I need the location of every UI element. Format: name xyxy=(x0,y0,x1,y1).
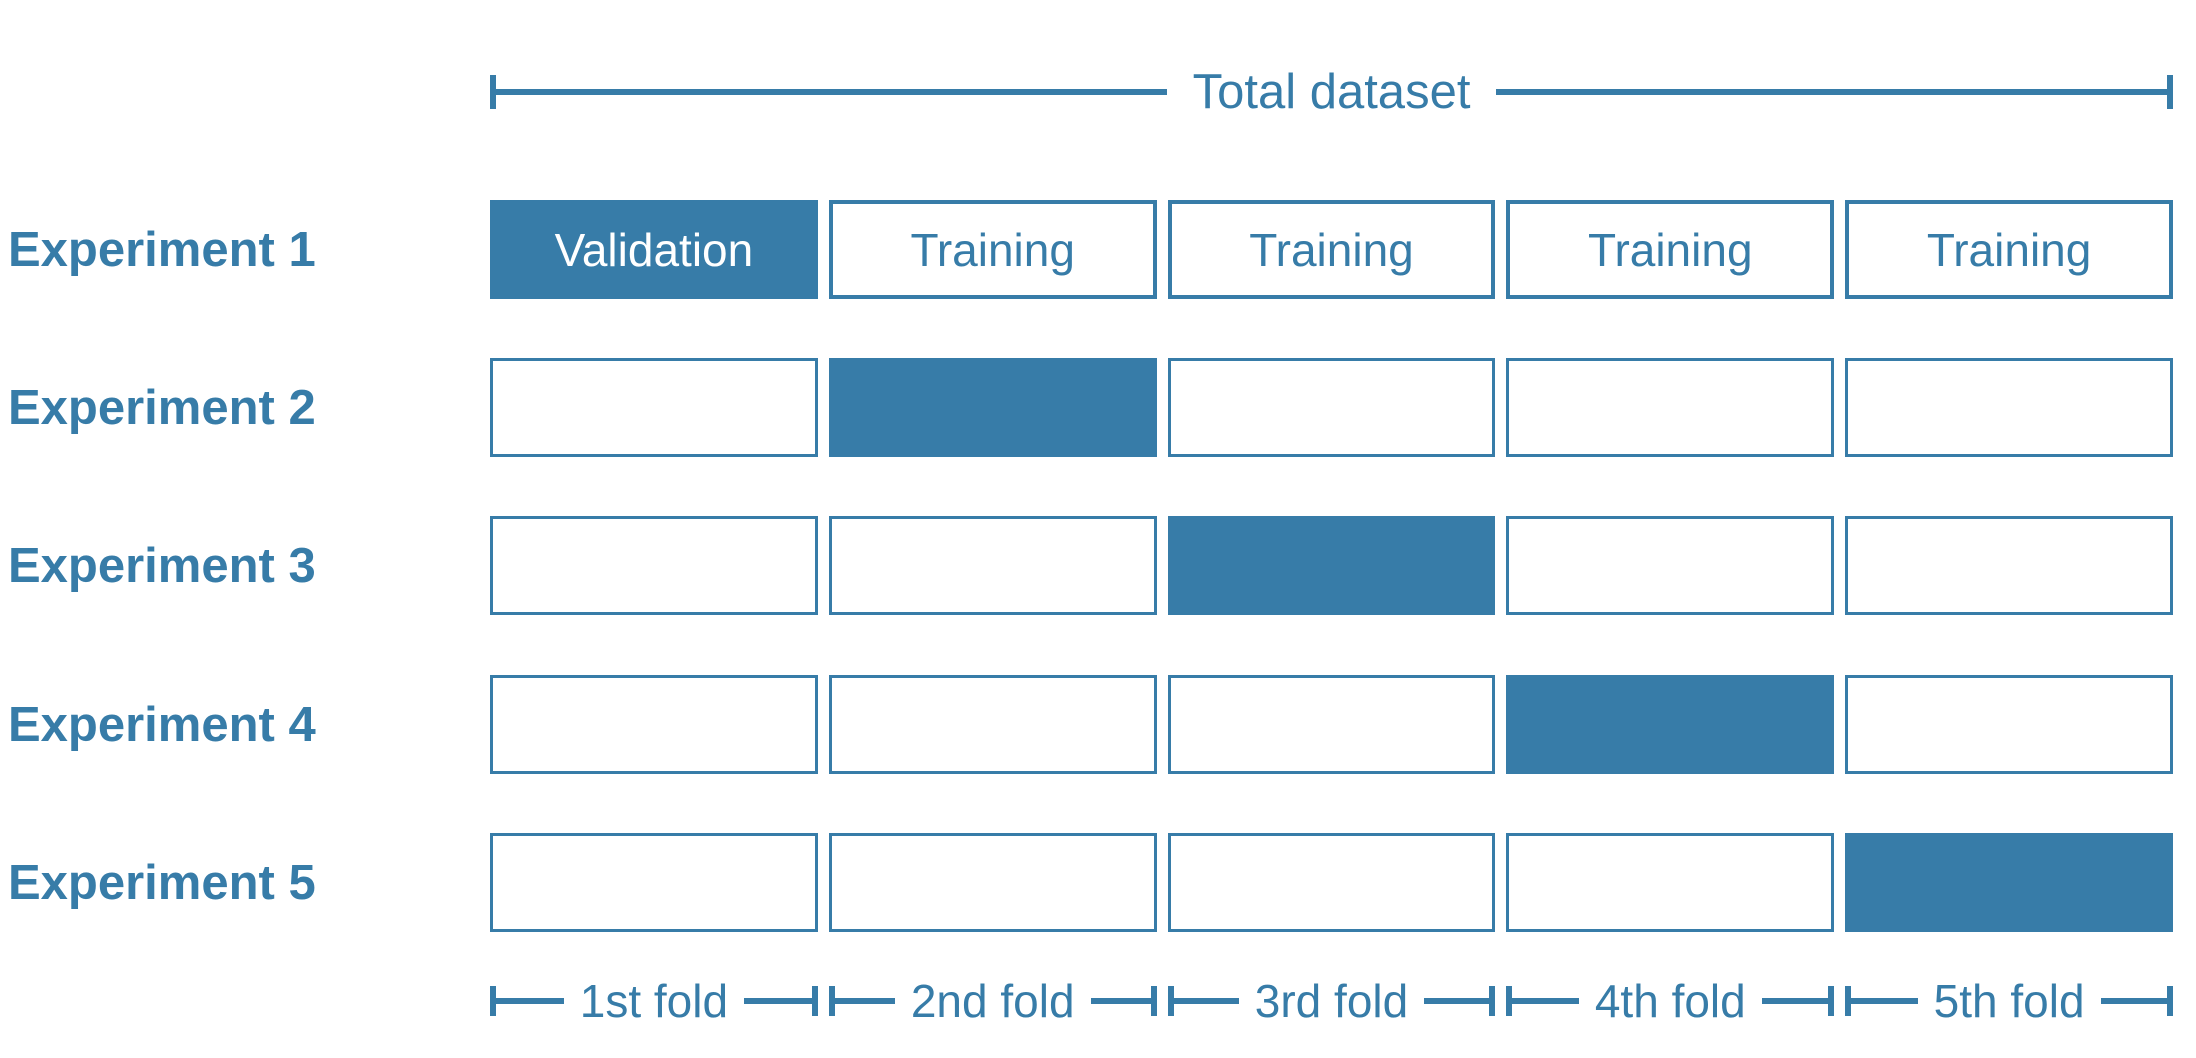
experiment-2-fold-1-training-box xyxy=(490,358,818,457)
fold-5-left-line xyxy=(1851,998,1918,1004)
experiment-1-fold-1-validation-box: Validation xyxy=(490,200,818,299)
fold-segment-3: 3rd fold xyxy=(1167,968,1496,1034)
experiment-1-fold-3-training-box: Training xyxy=(1167,200,1496,299)
fold-label-2: 2nd fold xyxy=(910,975,1075,1027)
fold-3-right-line xyxy=(1424,998,1490,1004)
total-dataset-ruler: Total dataset xyxy=(490,67,2174,116)
fold-label-4: 4th fold xyxy=(1594,975,1746,1027)
fold-label-1: 1st fold xyxy=(579,975,729,1027)
experiment-5-fold-row xyxy=(490,833,2173,932)
fold-4-left-cap-icon xyxy=(1506,986,1513,1016)
fold-5-right-cap-icon xyxy=(2167,986,2173,1016)
fold-2-left-line xyxy=(834,998,895,1004)
fold-1-left-cap-icon xyxy=(490,986,496,1016)
fold-1-left-line xyxy=(496,998,564,1004)
fold-segment-4: 4th fold xyxy=(1506,968,1835,1034)
experiment-3-fold-4-training-box xyxy=(1506,516,1835,615)
experiment-1-fold-4-training-box: Training xyxy=(1506,200,1835,299)
experiment-3-fold-5-training-box xyxy=(1845,516,2173,615)
experiment-4-fold-3-training-box xyxy=(1167,675,1496,774)
fold-2-left-cap-icon xyxy=(828,986,835,1016)
experiment-4-fold-4-validation-box xyxy=(1506,675,1835,774)
experiment-1-fold-row: Validation Training Training Training Traini… xyxy=(490,200,2173,299)
experiment-5-fold-2-training-box xyxy=(828,833,1157,932)
ruler-right-line xyxy=(1496,89,2168,95)
experiment-5-fold-1-training-box xyxy=(490,833,818,932)
fold-1-right-line xyxy=(744,998,812,1004)
experiment-label-2: Experiment 2 xyxy=(8,380,316,435)
fold-segment-1: 1st fold xyxy=(490,968,818,1034)
fold-segment-2: 2nd fold xyxy=(828,968,1157,1034)
fold-4-right-cap-icon xyxy=(1828,986,1835,1016)
fold-2-right-line xyxy=(1090,998,1151,1004)
experiment-2-fold-4-training-box xyxy=(1506,358,1835,457)
experiment-label-1: Experiment 1 xyxy=(8,222,316,277)
fold-segment-5: 5th fold xyxy=(1845,968,2173,1034)
experiment-2-fold-2-validation-box xyxy=(828,358,1157,457)
experiment-label-3: Experiment 3 xyxy=(8,538,316,593)
experiment-3-fold-2-training-box xyxy=(828,516,1157,615)
total-dataset-label: Total dataset xyxy=(1192,64,1471,119)
experiment-label-4: Experiment 4 xyxy=(8,697,316,752)
experiment-4-fold-2-training-box xyxy=(828,675,1157,774)
fold-ruler: 1st fold 2nd fold 3rd fold 4th fold 5th fold xyxy=(490,968,2173,1034)
experiment-3-fold-1-training-box xyxy=(490,516,818,615)
fold-4-left-line xyxy=(1512,998,1579,1004)
experiment-2-fold-row xyxy=(490,358,2173,457)
ruler-left-line xyxy=(496,89,1167,95)
experiment-label-5: Experiment 5 xyxy=(8,855,316,910)
experiment-2-fold-5-training-box xyxy=(1845,358,2173,457)
experiment-3-fold-3-validation-box xyxy=(1167,516,1496,615)
fold-label-3: 3rd fold xyxy=(1254,975,1409,1027)
experiment-2-fold-3-training-box xyxy=(1167,358,1496,457)
experiment-4-fold-1-training-box xyxy=(490,675,818,774)
fold-5-right-line xyxy=(2100,998,2167,1004)
experiment-5-fold-3-training-box xyxy=(1167,833,1496,932)
fold-3-left-cap-icon xyxy=(1167,986,1174,1016)
experiment-3-fold-row xyxy=(490,516,2173,615)
fold-1-right-cap-icon xyxy=(811,986,818,1016)
fold-label-5: 5th fold xyxy=(1933,975,2085,1027)
ruler-right-cap-icon xyxy=(2167,75,2174,109)
experiment-5-fold-4-training-box xyxy=(1506,833,1835,932)
experiment-4-fold-row xyxy=(490,675,2173,774)
fold-5-left-cap-icon xyxy=(1845,986,1852,1016)
ruler-left-cap-icon xyxy=(490,75,496,109)
fold-3-left-line xyxy=(1173,998,1239,1004)
fold-4-right-line xyxy=(1761,998,1829,1004)
experiment-5-fold-5-validation-box xyxy=(1845,833,2173,932)
experiment-1-fold-2-training-box: Training xyxy=(828,200,1157,299)
experiment-1-fold-5-training-box: Training xyxy=(1845,200,2173,299)
fold-3-right-cap-icon xyxy=(1489,986,1496,1016)
fold-2-right-cap-icon xyxy=(1150,986,1157,1016)
experiment-4-fold-5-training-box xyxy=(1845,675,2173,774)
